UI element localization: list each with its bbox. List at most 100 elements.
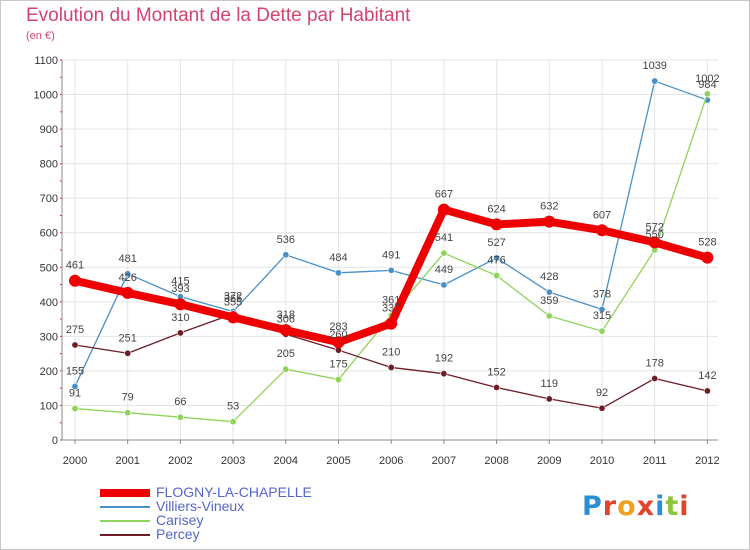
x-tick-label: 2000 <box>63 455 87 467</box>
data-label: 53 <box>227 401 239 413</box>
data-label: 178 <box>646 358 664 370</box>
y-tick-label: 800 <box>40 159 58 171</box>
data-point-villiers-vineux <box>545 288 553 296</box>
data-point-flogny-la-chapelle <box>543 215 556 228</box>
data-label: 624 <box>487 203 505 215</box>
x-tick-label: 2006 <box>379 455 403 467</box>
data-label: 541 <box>435 232 453 244</box>
data-label: 607 <box>593 209 611 221</box>
data-label: 175 <box>329 359 347 371</box>
plot-area <box>62 60 718 440</box>
data-label: 251 <box>119 332 137 344</box>
legend-label: Percey <box>156 526 200 542</box>
chart-title: Evolution du Montant de la Dette par Hab… <box>26 5 411 26</box>
y-tick-label: 700 <box>40 193 58 205</box>
data-point-carisey <box>124 409 132 417</box>
data-point-villiers-vineux <box>124 270 132 278</box>
data-point-villiers-vineux <box>440 281 448 289</box>
data-point-carisey <box>282 365 290 373</box>
data-label: 318 <box>277 309 295 321</box>
data-label: 315 <box>593 310 611 322</box>
data-label: 484 <box>329 252 347 264</box>
x-tick-label: 2002 <box>168 455 192 467</box>
x-tick-label: 2007 <box>432 455 456 467</box>
data-label: 310 <box>171 312 189 324</box>
data-point-carisey <box>71 405 79 413</box>
y-tick-label: 100 <box>40 400 58 412</box>
data-label: 155 <box>66 365 84 377</box>
logo-letter: x <box>636 491 656 522</box>
data-label: 119 <box>541 378 559 390</box>
data-label: 306 <box>277 313 295 325</box>
data-point-villiers-vineux <box>651 77 659 85</box>
logo-letter: i <box>679 491 690 522</box>
data-label: 205 <box>277 348 295 360</box>
y-tick-label: 1000 <box>34 90 58 102</box>
y-tick-label: 500 <box>40 262 58 274</box>
data-label: 527 <box>487 237 505 249</box>
legend-label: Carisey <box>156 512 204 528</box>
legend-swatch <box>100 534 150 536</box>
data-label: 461 <box>66 260 84 272</box>
x-tick-label: 2004 <box>274 455 298 467</box>
data-label: 337 <box>382 303 400 315</box>
data-label: 79 <box>122 392 134 404</box>
data-point-percey <box>387 363 395 371</box>
chart-subtitle: (en €) <box>26 30 55 42</box>
data-label: 152 <box>487 366 505 378</box>
data-point-carisey <box>440 249 448 257</box>
data-label: 481 <box>119 253 137 265</box>
data-point-flogny-la-chapelle <box>385 317 398 330</box>
data-point-villiers-vineux <box>334 269 342 277</box>
data-point-flogny-la-chapelle <box>701 251 714 264</box>
data-point-percey <box>598 404 606 412</box>
legend-label: FLOGNY-LA-CHAPELLE <box>156 484 312 500</box>
data-label: 283 <box>329 321 347 333</box>
data-point-flogny-la-chapelle <box>174 298 187 311</box>
data-label: 92 <box>596 387 608 399</box>
x-tick-label: 2009 <box>537 455 561 467</box>
data-point-flogny-la-chapelle <box>69 274 81 287</box>
data-point-percey <box>71 341 79 349</box>
data-label: 491 <box>382 249 400 261</box>
data-label: 426 <box>119 272 137 284</box>
data-point-villiers-vineux <box>493 254 501 262</box>
data-label: 428 <box>540 271 558 283</box>
data-label: 91 <box>69 388 81 400</box>
logo-letter: t <box>665 491 680 522</box>
data-point-flogny-la-chapelle <box>121 286 134 299</box>
y-tick-label: 300 <box>40 331 58 343</box>
legend-swatch <box>100 520 150 522</box>
data-label: 66 <box>174 396 186 408</box>
legend-swatch <box>100 506 150 508</box>
data-point-flogny-la-chapelle <box>490 218 503 231</box>
logo-letter: P <box>582 491 603 522</box>
x-tick-label: 2003 <box>221 455 245 467</box>
data-label: 550 <box>646 229 664 241</box>
data-point-villiers-vineux <box>71 382 79 390</box>
data-label: 378 <box>593 288 611 300</box>
data-point-percey <box>493 383 501 391</box>
data-point-carisey <box>493 272 501 280</box>
data-point-carisey <box>229 418 237 426</box>
y-tick-label: 1100 <box>34 55 58 67</box>
y-tick-label: 400 <box>40 297 58 309</box>
legend-swatch <box>100 489 150 497</box>
data-label: 476 <box>487 255 505 267</box>
data-label: 275 <box>66 324 84 336</box>
data-label: 372 <box>224 290 242 302</box>
data-point-percey <box>545 395 553 403</box>
data-label: 192 <box>435 353 453 365</box>
data-label: 355 <box>224 296 242 308</box>
data-label: 572 <box>646 221 664 233</box>
x-tick-label: 2011 <box>643 455 667 467</box>
x-tick-label: 2005 <box>326 455 350 467</box>
data-label: 449 <box>435 264 453 276</box>
data-point-villiers-vineux <box>387 266 395 274</box>
data-label: 1002 <box>695 73 719 85</box>
proxiti-logo: Proxiti <box>582 491 690 522</box>
x-tick-label: 2001 <box>115 455 139 467</box>
data-label: 415 <box>171 276 189 288</box>
data-label: 1039 <box>642 60 666 72</box>
